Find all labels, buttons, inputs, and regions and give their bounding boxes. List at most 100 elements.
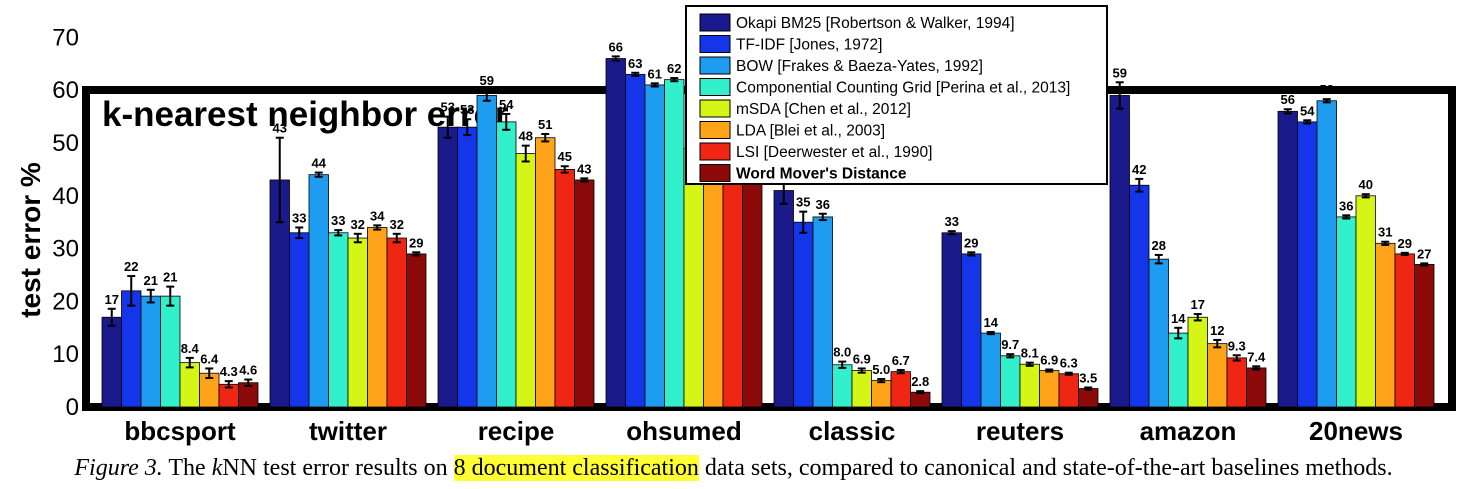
y-tick-label: 0 (66, 394, 79, 421)
bar (1226, 357, 1247, 408)
bar-value-label: 3.5 (1079, 370, 1097, 385)
bar (910, 391, 931, 408)
legend-label: Okapi BM25 [Robertson & Walker, 1994] (736, 15, 1015, 32)
bar (140, 295, 161, 408)
bar (406, 253, 427, 408)
bar-value-label: 54 (1300, 103, 1315, 118)
bar-value-label: 36 (1339, 198, 1353, 213)
bar (1019, 363, 1040, 408)
bar (289, 232, 310, 408)
bar-value-label: 9.3 (1228, 338, 1246, 353)
y-tick-label: 10 (52, 341, 79, 368)
legend: Okapi BM25 [Robertson & Walker, 1994] TF-… (685, 5, 1108, 185)
error-bar (896, 369, 905, 375)
error-bar (185, 356, 194, 369)
bar-value-label: 17 (1191, 297, 1205, 312)
bar-value-label: 6.4 (200, 351, 219, 366)
bar-value-label: 27 (1417, 246, 1431, 261)
legend-box (685, 5, 1108, 185)
bar (515, 153, 536, 408)
x-tick-label: recipe (478, 416, 555, 446)
error-bar (1400, 251, 1409, 256)
error-bar (1232, 354, 1241, 362)
error-bar (877, 378, 886, 384)
bar (773, 190, 794, 408)
legend-swatch (699, 99, 731, 118)
legend-swatch (699, 142, 731, 161)
bar-value-label: 8.0 (833, 345, 851, 360)
legend-label: Word Mover's Distance (736, 166, 907, 183)
error-bar (1252, 365, 1261, 371)
error-bar (1420, 262, 1429, 267)
bar-value-label: 8.4 (181, 341, 200, 356)
bar-value-label: 7.4 (1247, 349, 1266, 364)
bar-value-label: 5.0 (872, 362, 890, 377)
bar (832, 364, 853, 408)
caption-text-a: The (162, 455, 212, 481)
error-bar (1025, 361, 1034, 367)
x-tick-label: reuters (976, 416, 1064, 446)
bar (160, 295, 181, 408)
bar (683, 147, 704, 408)
bar (871, 380, 892, 408)
x-tick-label: amazon (1140, 416, 1237, 446)
error-bar (353, 232, 362, 244)
error-bar (611, 55, 620, 62)
error-bar (412, 251, 421, 257)
x-tick-label: classic (809, 416, 896, 446)
bar (1246, 367, 1267, 408)
bar (644, 84, 665, 408)
legend-label: LSI [Deerwester et al., 1990] (736, 144, 932, 161)
x-tick-label: bbcsport (124, 416, 236, 446)
error-bar (1303, 119, 1312, 125)
bar-value-label: 4.3 (220, 364, 238, 379)
bar (179, 362, 200, 408)
bar-value-label: 42 (1132, 162, 1146, 177)
bar-value-label: 61 (648, 66, 662, 81)
bar (328, 232, 349, 408)
bar-value-label: 32 (390, 217, 404, 232)
error-bar (521, 144, 530, 163)
error-bar (224, 380, 233, 389)
bar-value-label: 6.3 (1060, 356, 1078, 371)
error-bar (670, 77, 679, 83)
bar-value-label: 62 (667, 61, 681, 76)
bar (605, 58, 626, 408)
y-axis-label: test error % (15, 162, 46, 318)
bar (457, 126, 478, 408)
error-bar (1342, 214, 1351, 220)
error-bar (463, 118, 472, 137)
legend-label: mSDA [Chen et al., 2012] (736, 101, 911, 118)
bar-value-label: 33 (331, 213, 345, 228)
bar (101, 316, 122, 408)
caption-k: k (211, 455, 223, 481)
bar (554, 168, 575, 408)
bar-value-label: 32 (351, 217, 365, 232)
bar (1277, 110, 1298, 408)
knn-error-chart: k-nearest neighbor error test error % 01… (15, 5, 1456, 446)
caption-highlight: 8 document classification (453, 455, 699, 481)
bar-value-label: 28 (1152, 238, 1166, 253)
bar-value-label: 6.9 (1040, 353, 1058, 368)
y-tick-label: 60 (52, 77, 79, 104)
bar (1058, 373, 1079, 408)
bar-value-label: 31 (1378, 225, 1392, 240)
error-bar (1193, 313, 1202, 322)
bar (1109, 95, 1130, 408)
x-tick-label: ohsumed (626, 416, 742, 446)
caption-text-b: NN test error results on (222, 455, 454, 481)
bar-value-label: 6.7 (892, 353, 910, 368)
bar (1207, 343, 1228, 408)
error-bar (244, 378, 253, 387)
error-bar (373, 224, 382, 231)
legend-swatch (699, 56, 731, 75)
bar-value-label: 14 (1171, 311, 1186, 326)
error-bar (1064, 371, 1073, 376)
bar (1297, 121, 1318, 408)
bar (664, 79, 685, 408)
error-bar (127, 275, 136, 307)
bar-value-label: 45 (558, 149, 572, 164)
bar (1168, 332, 1189, 408)
bar-value-label: 43 (577, 161, 591, 176)
bar-value-label: 35 (796, 195, 810, 210)
